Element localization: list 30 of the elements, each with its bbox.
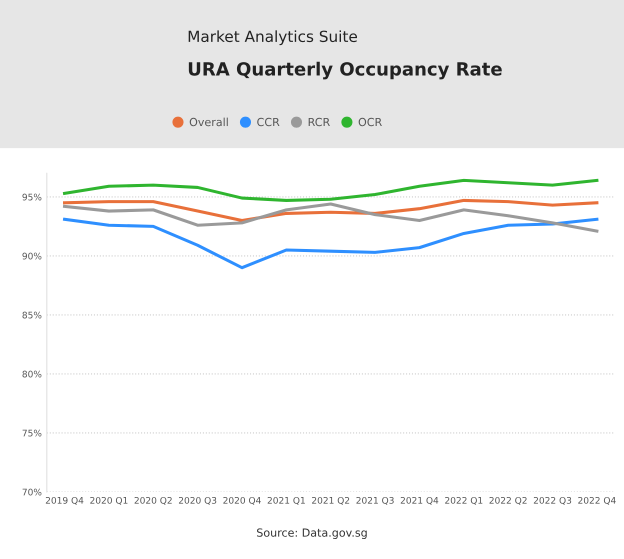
- y-tick-label: 75%: [22, 430, 42, 436]
- x-tick-label: 2022 Q1: [445, 496, 482, 505]
- x-tick-label: 2020 Q3: [178, 496, 216, 505]
- x-tick-label: 2019 Q4: [46, 496, 84, 505]
- x-tick-label: 2021 Q4: [400, 496, 438, 505]
- y-tick-label: 95%: [22, 194, 42, 200]
- source-note: Source: Data.gov.sg: [257, 528, 367, 539]
- x-tick-label: 2022 Q4: [578, 496, 616, 505]
- line-series: [63, 218, 598, 270]
- x-tick-label: 2020 Q4: [223, 496, 261, 505]
- line-series: [63, 202, 598, 233]
- y-tick-label: 90%: [22, 252, 42, 260]
- y-tick-label: 80%: [22, 370, 42, 378]
- x-tick-label: 2020 Q1: [90, 496, 128, 505]
- legend-label: Overall: [190, 118, 228, 126]
- line-series: [63, 178, 598, 202]
- legend-label: CCR: [257, 118, 280, 126]
- x-tick-label: 2022 Q3: [534, 496, 572, 505]
- x-tick-label: 2021 Q1: [268, 496, 305, 505]
- y-tick-label: 85%: [22, 312, 42, 318]
- line-series: [63, 198, 598, 222]
- x-tick-label: 2021 Q2: [312, 496, 350, 505]
- x-tick-label: 2021 Q3: [356, 496, 394, 505]
- chart-title: URA Quarterly Occupancy Rate: [188, 62, 502, 80]
- y-tick-label: 70%: [22, 488, 42, 496]
- x-tick-label: 2020 Q2: [134, 496, 172, 505]
- chart-subtitle: Market Analytics Suite: [188, 30, 357, 46]
- x-tick-label: 2022 Q2: [489, 496, 527, 505]
- legend-label: OCR: [358, 118, 382, 126]
- legend-label: RCR: [308, 118, 330, 126]
